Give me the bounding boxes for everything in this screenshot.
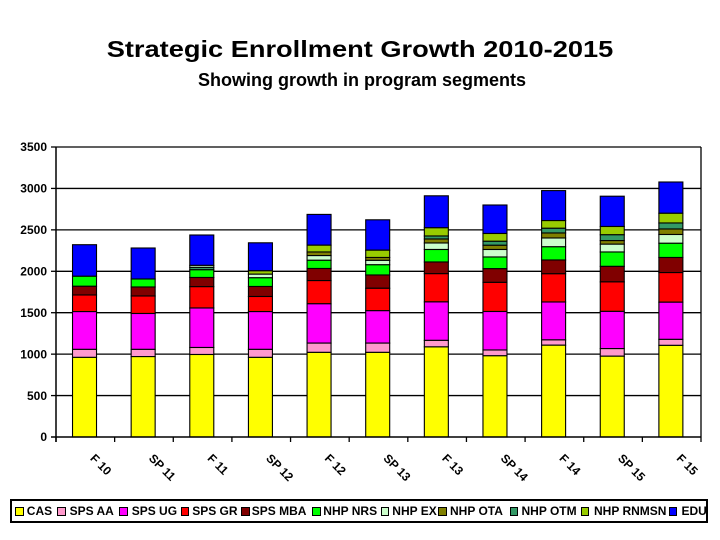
svg-text:500: 500 (27, 389, 47, 403)
svg-text:F 12: F 12 (322, 451, 349, 478)
svg-text:1000: 1000 (20, 347, 47, 361)
svg-text:3500: 3500 (20, 140, 47, 154)
svg-text:3000: 3000 (20, 182, 47, 196)
svg-text:SP 13: SP 13 (381, 451, 414, 484)
svg-text:F 15: F 15 (674, 451, 701, 478)
svg-text:F 11: F 11 (205, 451, 232, 478)
svg-text:SP 14: SP 14 (498, 451, 531, 484)
svg-text:SP 15: SP 15 (615, 451, 648, 484)
svg-text:F 13: F 13 (439, 451, 466, 478)
svg-text:0: 0 (40, 430, 47, 444)
svg-text:F 10: F 10 (87, 451, 114, 478)
svg-text:SP 11: SP 11 (146, 451, 179, 484)
svg-text:2000: 2000 (20, 264, 47, 278)
svg-text:2500: 2500 (20, 223, 47, 237)
svg-text:1500: 1500 (20, 306, 47, 320)
svg-text:SP 12: SP 12 (263, 451, 296, 484)
svg-text:F 14: F 14 (556, 451, 583, 478)
